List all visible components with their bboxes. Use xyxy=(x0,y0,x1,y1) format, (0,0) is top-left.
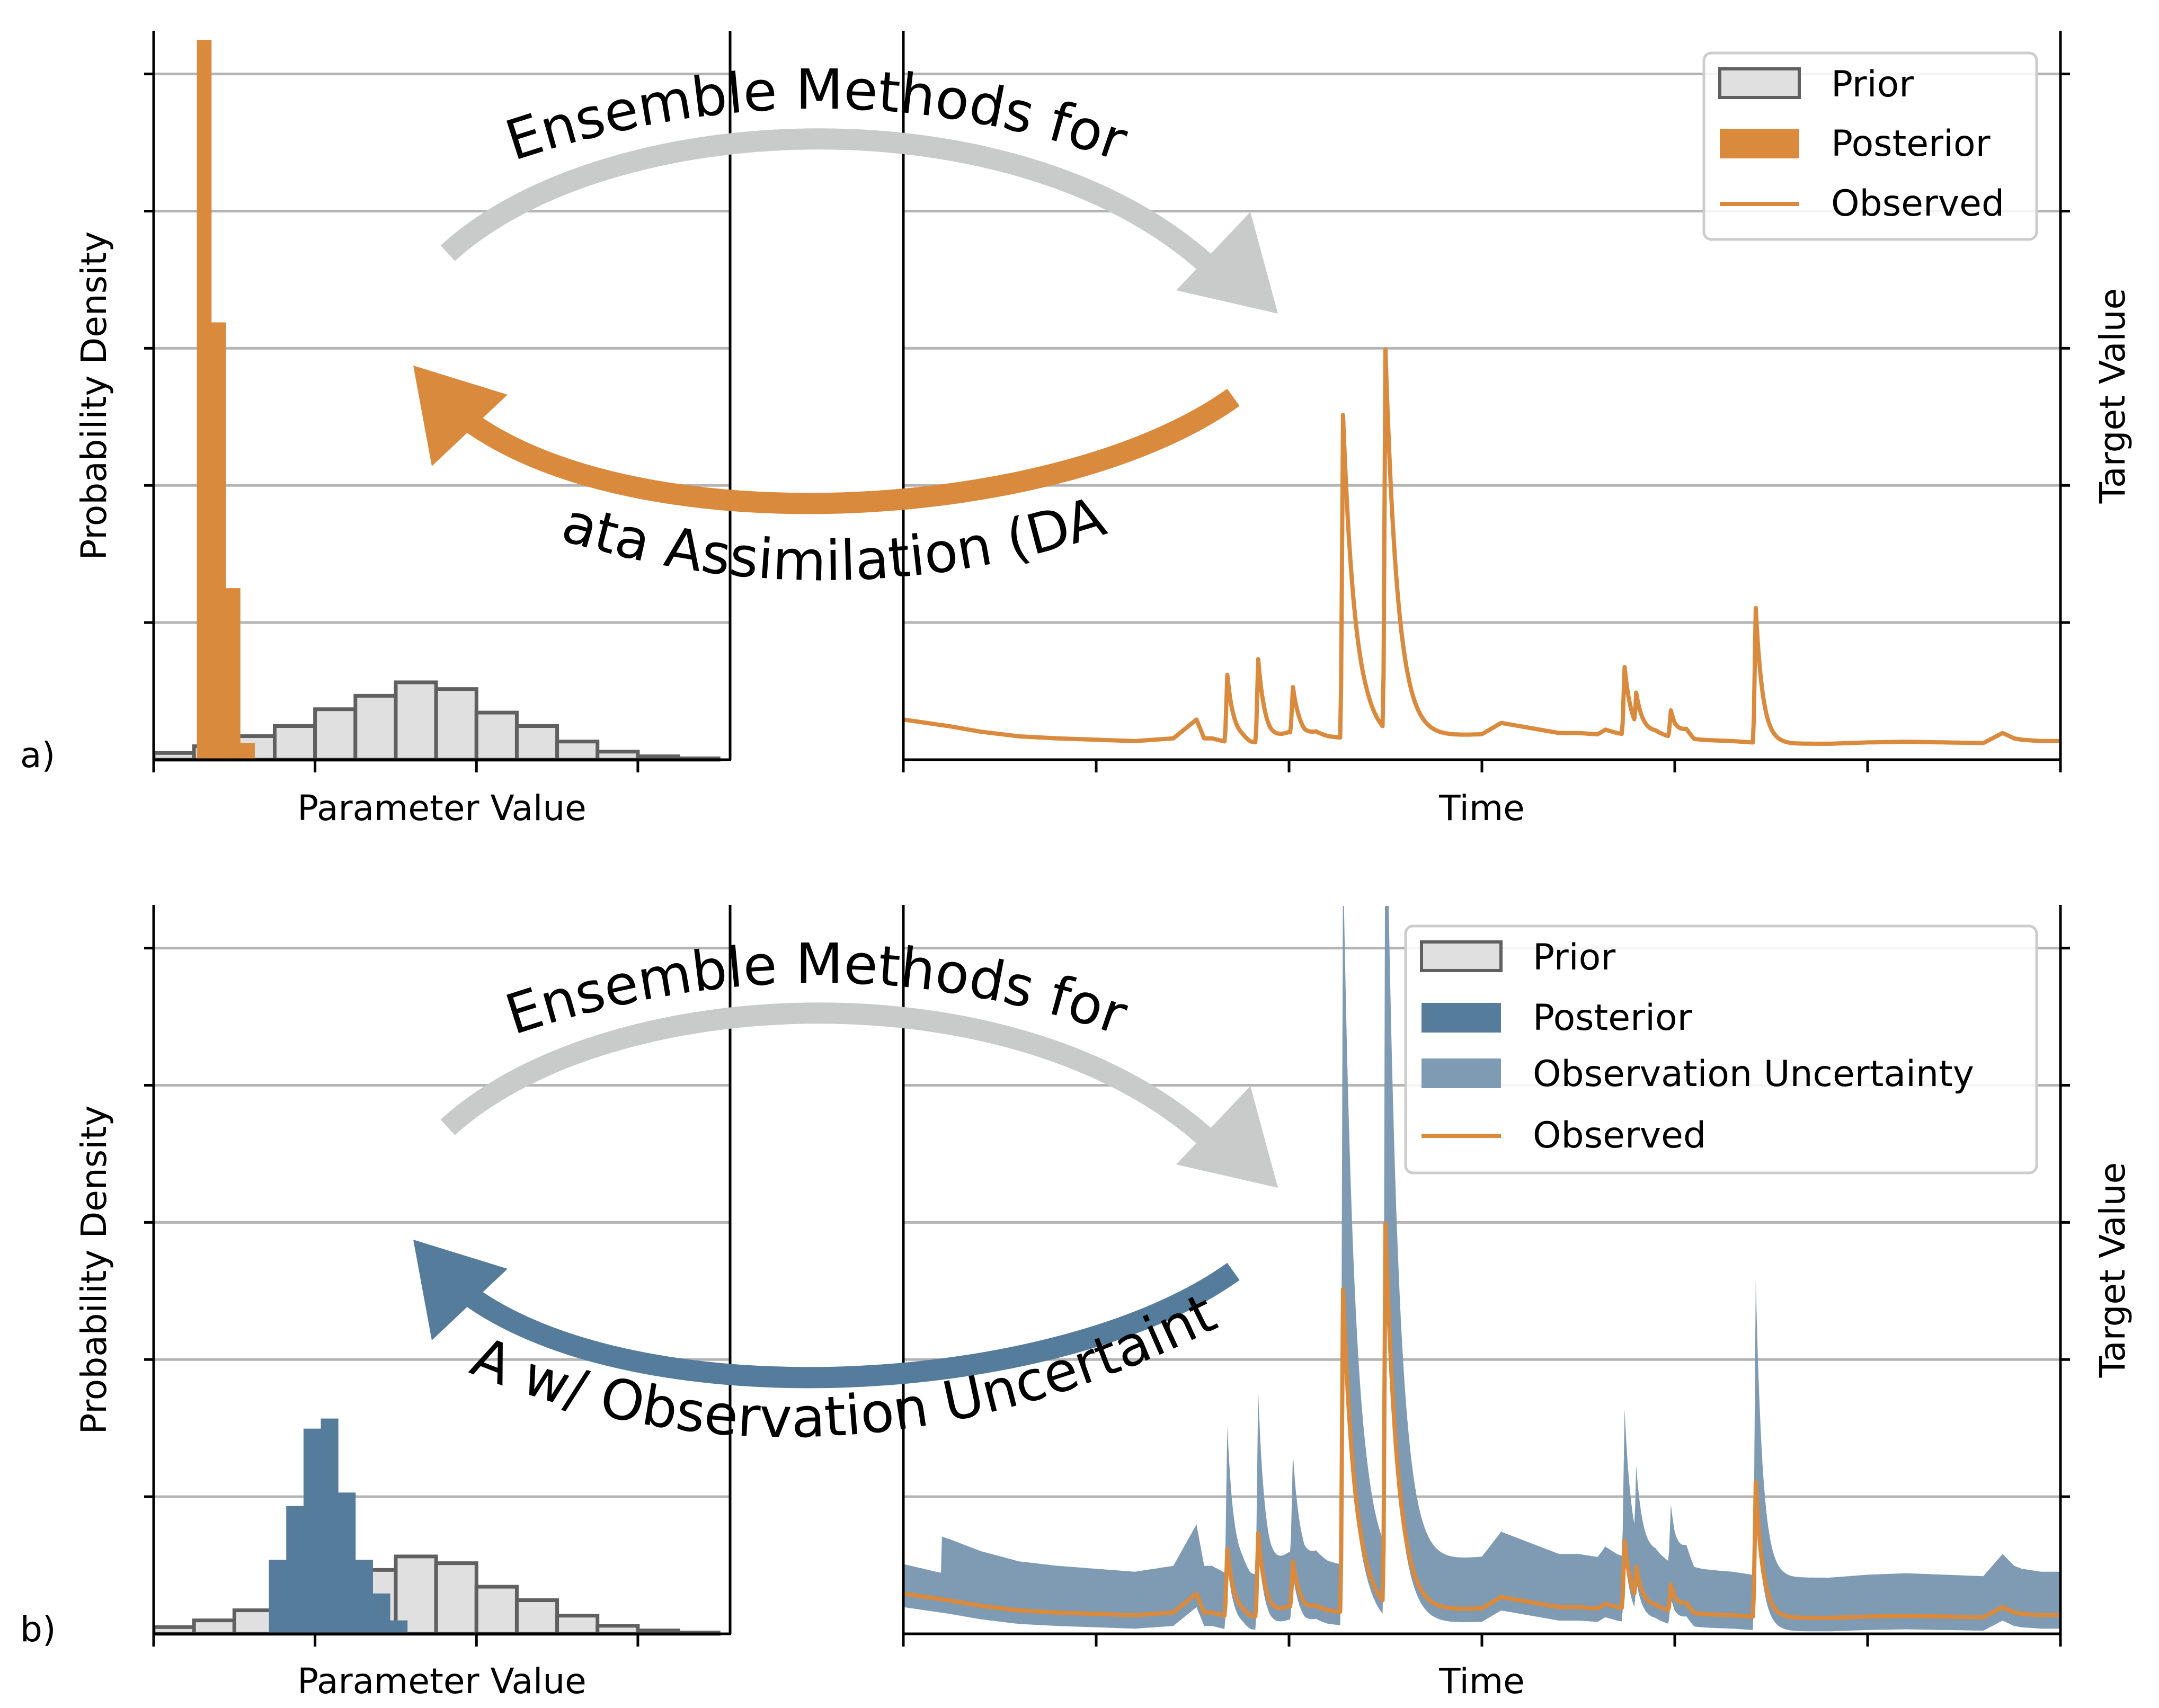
prior-bar xyxy=(555,740,600,762)
panel-b-legend-frame xyxy=(1404,924,2038,1175)
prior-bar xyxy=(434,1561,478,1636)
panel-a: Parameter Value Probability Density a) T… xyxy=(0,0,2133,829)
panel-a-tag: a) xyxy=(20,735,55,776)
panel-a-left-posterior-bars xyxy=(197,40,255,760)
panel-a-left-xlabel: Parameter Value xyxy=(297,788,587,829)
prior-bar xyxy=(434,687,478,762)
panel-b-left-axes: Parameter Value Probability Density b) xyxy=(20,905,732,1702)
panel-a-gray-arrow-shaft xyxy=(440,128,1221,278)
prior-bar xyxy=(514,724,559,762)
panel-b-legend-uncertainty-label: Observation Uncertainty xyxy=(1533,1053,1974,1095)
panel-b-left-ticks xyxy=(144,947,639,1647)
posterior-bar xyxy=(197,40,212,760)
panel-a-left-ticks xyxy=(144,73,639,772)
posterior-bar xyxy=(338,1492,356,1634)
prior-bar xyxy=(353,693,398,762)
posterior-bar xyxy=(226,588,241,760)
posterior-bar xyxy=(303,1428,322,1634)
panel-a-right-xlabel: Time xyxy=(1438,788,1525,829)
posterior-bar xyxy=(211,322,226,760)
panel-b-legend-observed-label: Observed xyxy=(1533,1115,1706,1157)
panel-b-blue-arrow-shaft xyxy=(463,1262,1240,1389)
panel-b-left-posterior-bars xyxy=(269,1418,408,1634)
panel-a-right-ticks xyxy=(902,73,2070,772)
panel-a-legend-prior-label: Prior xyxy=(1831,64,1914,105)
panel-a-legend: Prior Posterior Observed xyxy=(1702,51,2038,241)
panel-a-legend-posterior-swatch xyxy=(1720,129,1799,158)
panel-a-orange-arrow-head xyxy=(413,366,508,466)
prior-bar xyxy=(514,1598,559,1636)
prior-bar xyxy=(313,707,358,762)
panel-b-legend-posterior-label: Posterior xyxy=(1533,997,1692,1039)
posterior-bar xyxy=(321,1418,339,1634)
posterior-bar xyxy=(355,1560,373,1634)
panel-a-left-axes: Parameter Value Probability Density a) xyxy=(20,31,732,829)
panel-b-legend-uncertainty-swatch xyxy=(1421,1058,1501,1088)
panel-b-tag: b) xyxy=(20,1609,56,1650)
panel-a-orange-arrow-shaft xyxy=(463,388,1240,514)
prior-bar xyxy=(555,1614,600,1636)
panel-b-legend-prior-swatch xyxy=(1420,940,1503,972)
panel-b-arrow-bottom-text: DA w/ Observation Uncertainty xyxy=(0,0,1226,1451)
panel-a-gray-arrow-head xyxy=(1176,212,1278,314)
prior-bar xyxy=(232,1608,277,1636)
panel-b-right-ylabel: Target Value xyxy=(2092,1162,2133,1378)
panel-a-legend-observed-label: Observed xyxy=(1831,183,2004,225)
posterior-bar xyxy=(390,1620,408,1634)
panel-b-legend-posterior-swatch xyxy=(1421,1003,1501,1033)
panel-b-left-prior-bars xyxy=(154,1554,721,1636)
prior-bar xyxy=(394,680,438,762)
panel-b-left-gridlines xyxy=(154,947,730,1498)
panel-b-blue-arrow-head xyxy=(413,1240,508,1340)
panel-a-legend-frame xyxy=(1702,51,2038,241)
panel-a-right-ylabel: Target Value xyxy=(2092,288,2133,504)
posterior-bar xyxy=(240,743,255,760)
panel-b-legend-prior-label: Prior xyxy=(1533,937,1615,978)
panel-b-arrows: Ensemble Methods for DA w/ Observation U… xyxy=(0,0,1278,1451)
posterior-bar xyxy=(286,1506,304,1634)
panel-a-observed-line xyxy=(903,347,2060,746)
panel-a-right-axes: Time Target Value xyxy=(902,31,2133,829)
panel-a-legend-prior-swatch xyxy=(1718,67,1801,99)
posterior-bar xyxy=(372,1593,390,1634)
posterior-bar xyxy=(269,1560,287,1634)
panel-a-legend-posterior-label: Posterior xyxy=(1831,123,1991,165)
panel-b-legend: Prior Posterior Observation Uncertainty … xyxy=(1404,924,2038,1175)
panel-b-observed-line xyxy=(903,1221,2060,1620)
panel-b-gray-arrow-head xyxy=(1176,1086,1278,1188)
prior-bar xyxy=(474,710,519,762)
panel-b-left-ylabel: Probability Density xyxy=(74,1106,114,1435)
panel-a-arrows: Ensemble Methods for Data Assimilation (… xyxy=(0,0,1278,594)
panel-b-left-xlabel: Parameter Value xyxy=(297,1661,587,1702)
panel-a-left-ylabel: Probability Density xyxy=(74,232,114,561)
panel-b-gray-arrow-shaft xyxy=(440,1002,1221,1152)
prior-bar xyxy=(474,1585,519,1636)
panel-b-right-axes: Time Target Value xyxy=(902,905,2133,1702)
panel-b-right-ticks xyxy=(902,947,2070,1647)
panel-b-right-xlabel: Time xyxy=(1438,1661,1525,1702)
prior-bar xyxy=(272,724,317,762)
prior-bar xyxy=(192,1618,236,1636)
